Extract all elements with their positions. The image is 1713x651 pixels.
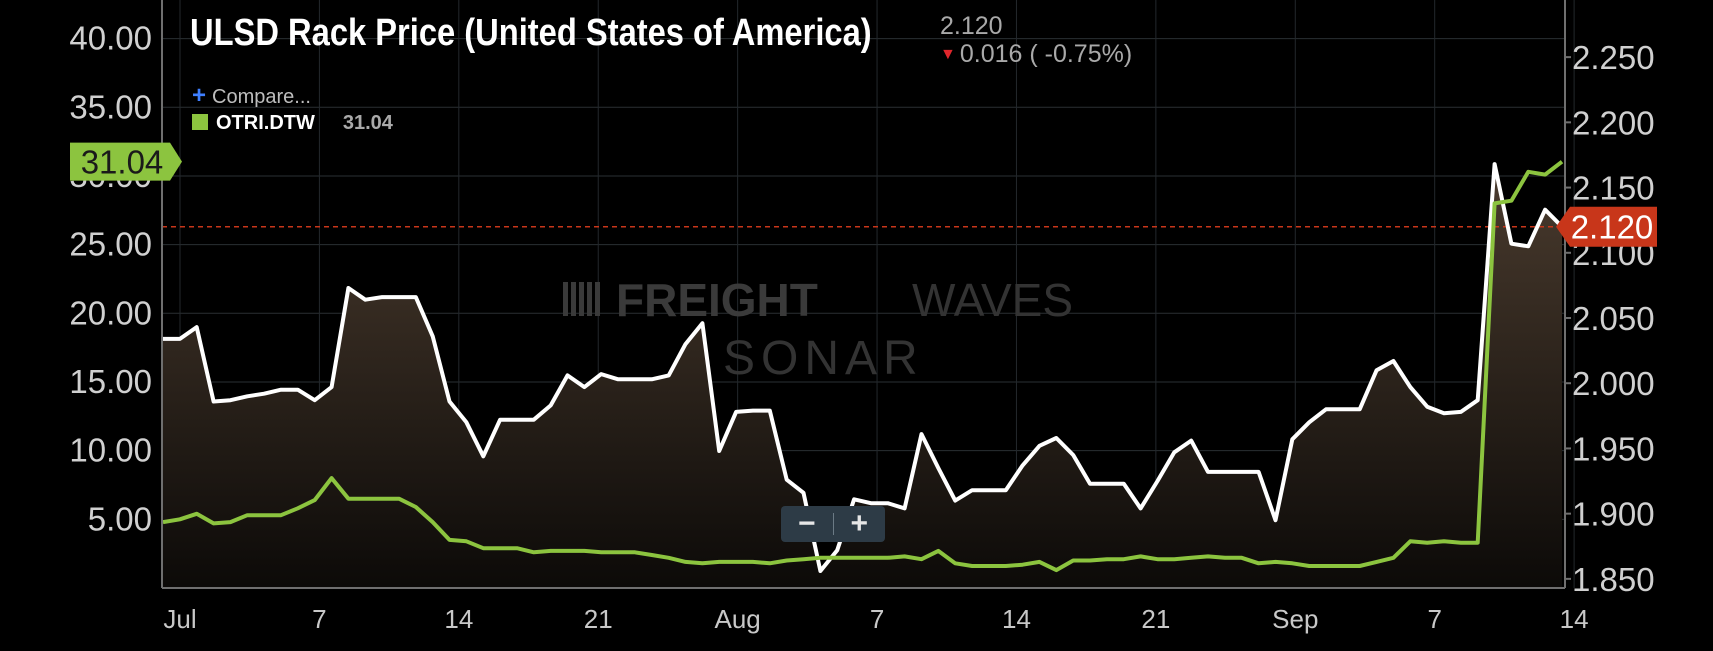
left-tick-label: 10.00 <box>69 432 152 469</box>
left-tick-label: 20.00 <box>69 294 152 331</box>
right-tick-label: 1.950 <box>1572 430 1655 467</box>
x-tick-label: 14 <box>444 604 473 634</box>
otri-value-tag-label: 31.04 <box>81 144 164 181</box>
right-tick-label: 2.250 <box>1572 39 1655 76</box>
value-tags: 31.04 2.120 <box>70 142 1657 247</box>
x-tick-label: Aug <box>715 604 761 634</box>
right-tick-label: 2.150 <box>1572 170 1655 207</box>
plot-area <box>162 160 1565 588</box>
zoom-control: − + <box>781 506 885 542</box>
right-tick-label: 1.850 <box>1572 561 1655 598</box>
x-tick-label: 14 <box>1560 604 1589 634</box>
right-tick-label: 2.050 <box>1572 300 1655 337</box>
x-tick-label: Jul <box>163 604 196 634</box>
otri-value-tag <box>70 142 182 181</box>
ulsd-value-tag-label: 2.120 <box>1571 209 1654 246</box>
zoom-out-button[interactable]: − <box>797 507 816 540</box>
watermark-product: SONAR <box>723 332 924 385</box>
x-tick-label: 21 <box>584 604 613 634</box>
legend-series-label: OTRI.DTW <box>216 112 315 134</box>
otri-series-line <box>162 160 1564 573</box>
left-tick-label: 35.00 <box>69 88 152 125</box>
otri-swatch-icon <box>192 114 208 130</box>
chart-title: ULSD Rack Price (United States of Americ… <box>190 12 872 54</box>
x-tick-label: 21 <box>1141 604 1170 634</box>
left-tick-label: 40.00 <box>69 20 152 57</box>
ulsd-series-line <box>163 162 1564 573</box>
left-tick-label: 25.00 <box>69 226 152 263</box>
x-tick-label: 14 <box>1002 604 1031 634</box>
ulsd-area-fill <box>163 164 1562 588</box>
watermark-brand: FREIGHT <box>616 274 818 326</box>
right-tick-label: 1.900 <box>1572 496 1655 533</box>
ulsd-value-tag <box>1556 206 1657 247</box>
legend-otri[interactable]: OTRI.DTW 31.04 <box>192 112 393 135</box>
x-tick-label: 7 <box>312 604 326 634</box>
watermark-brand-2: WAVES <box>912 274 1073 326</box>
price-change: ▼ 0.016 ( -0.75%) <box>940 40 1132 69</box>
freightwaves-logo-icon <box>563 282 600 316</box>
left-tick-label: 15.00 <box>69 363 152 400</box>
plus-icon: + <box>192 82 207 109</box>
right-tick-label: 2.000 <box>1572 365 1655 402</box>
legend-series-value: 31.04 <box>342 112 393 134</box>
price-change-value: 0.016 ( -0.75%) <box>959 40 1133 68</box>
freightwaves-sonar-watermark: FREIGHT WAVES SONAR <box>563 274 1073 385</box>
x-tick-label: Sep <box>1272 604 1318 634</box>
last-price: 2.120 <box>940 12 1003 40</box>
x-tick-label: 7 <box>1427 604 1441 634</box>
zoom-in-button[interactable]: + <box>850 507 869 540</box>
down-arrow-icon: ▼ <box>940 46 956 63</box>
x-tick-label: 7 <box>870 604 884 634</box>
zoom-divider <box>832 513 834 535</box>
right-tick-label: 2.200 <box>1572 104 1655 141</box>
compare-label: Compare... <box>212 86 311 108</box>
left-tick-label: 5.00 <box>88 500 152 537</box>
compare-button[interactable]: + Compare... <box>192 82 311 110</box>
